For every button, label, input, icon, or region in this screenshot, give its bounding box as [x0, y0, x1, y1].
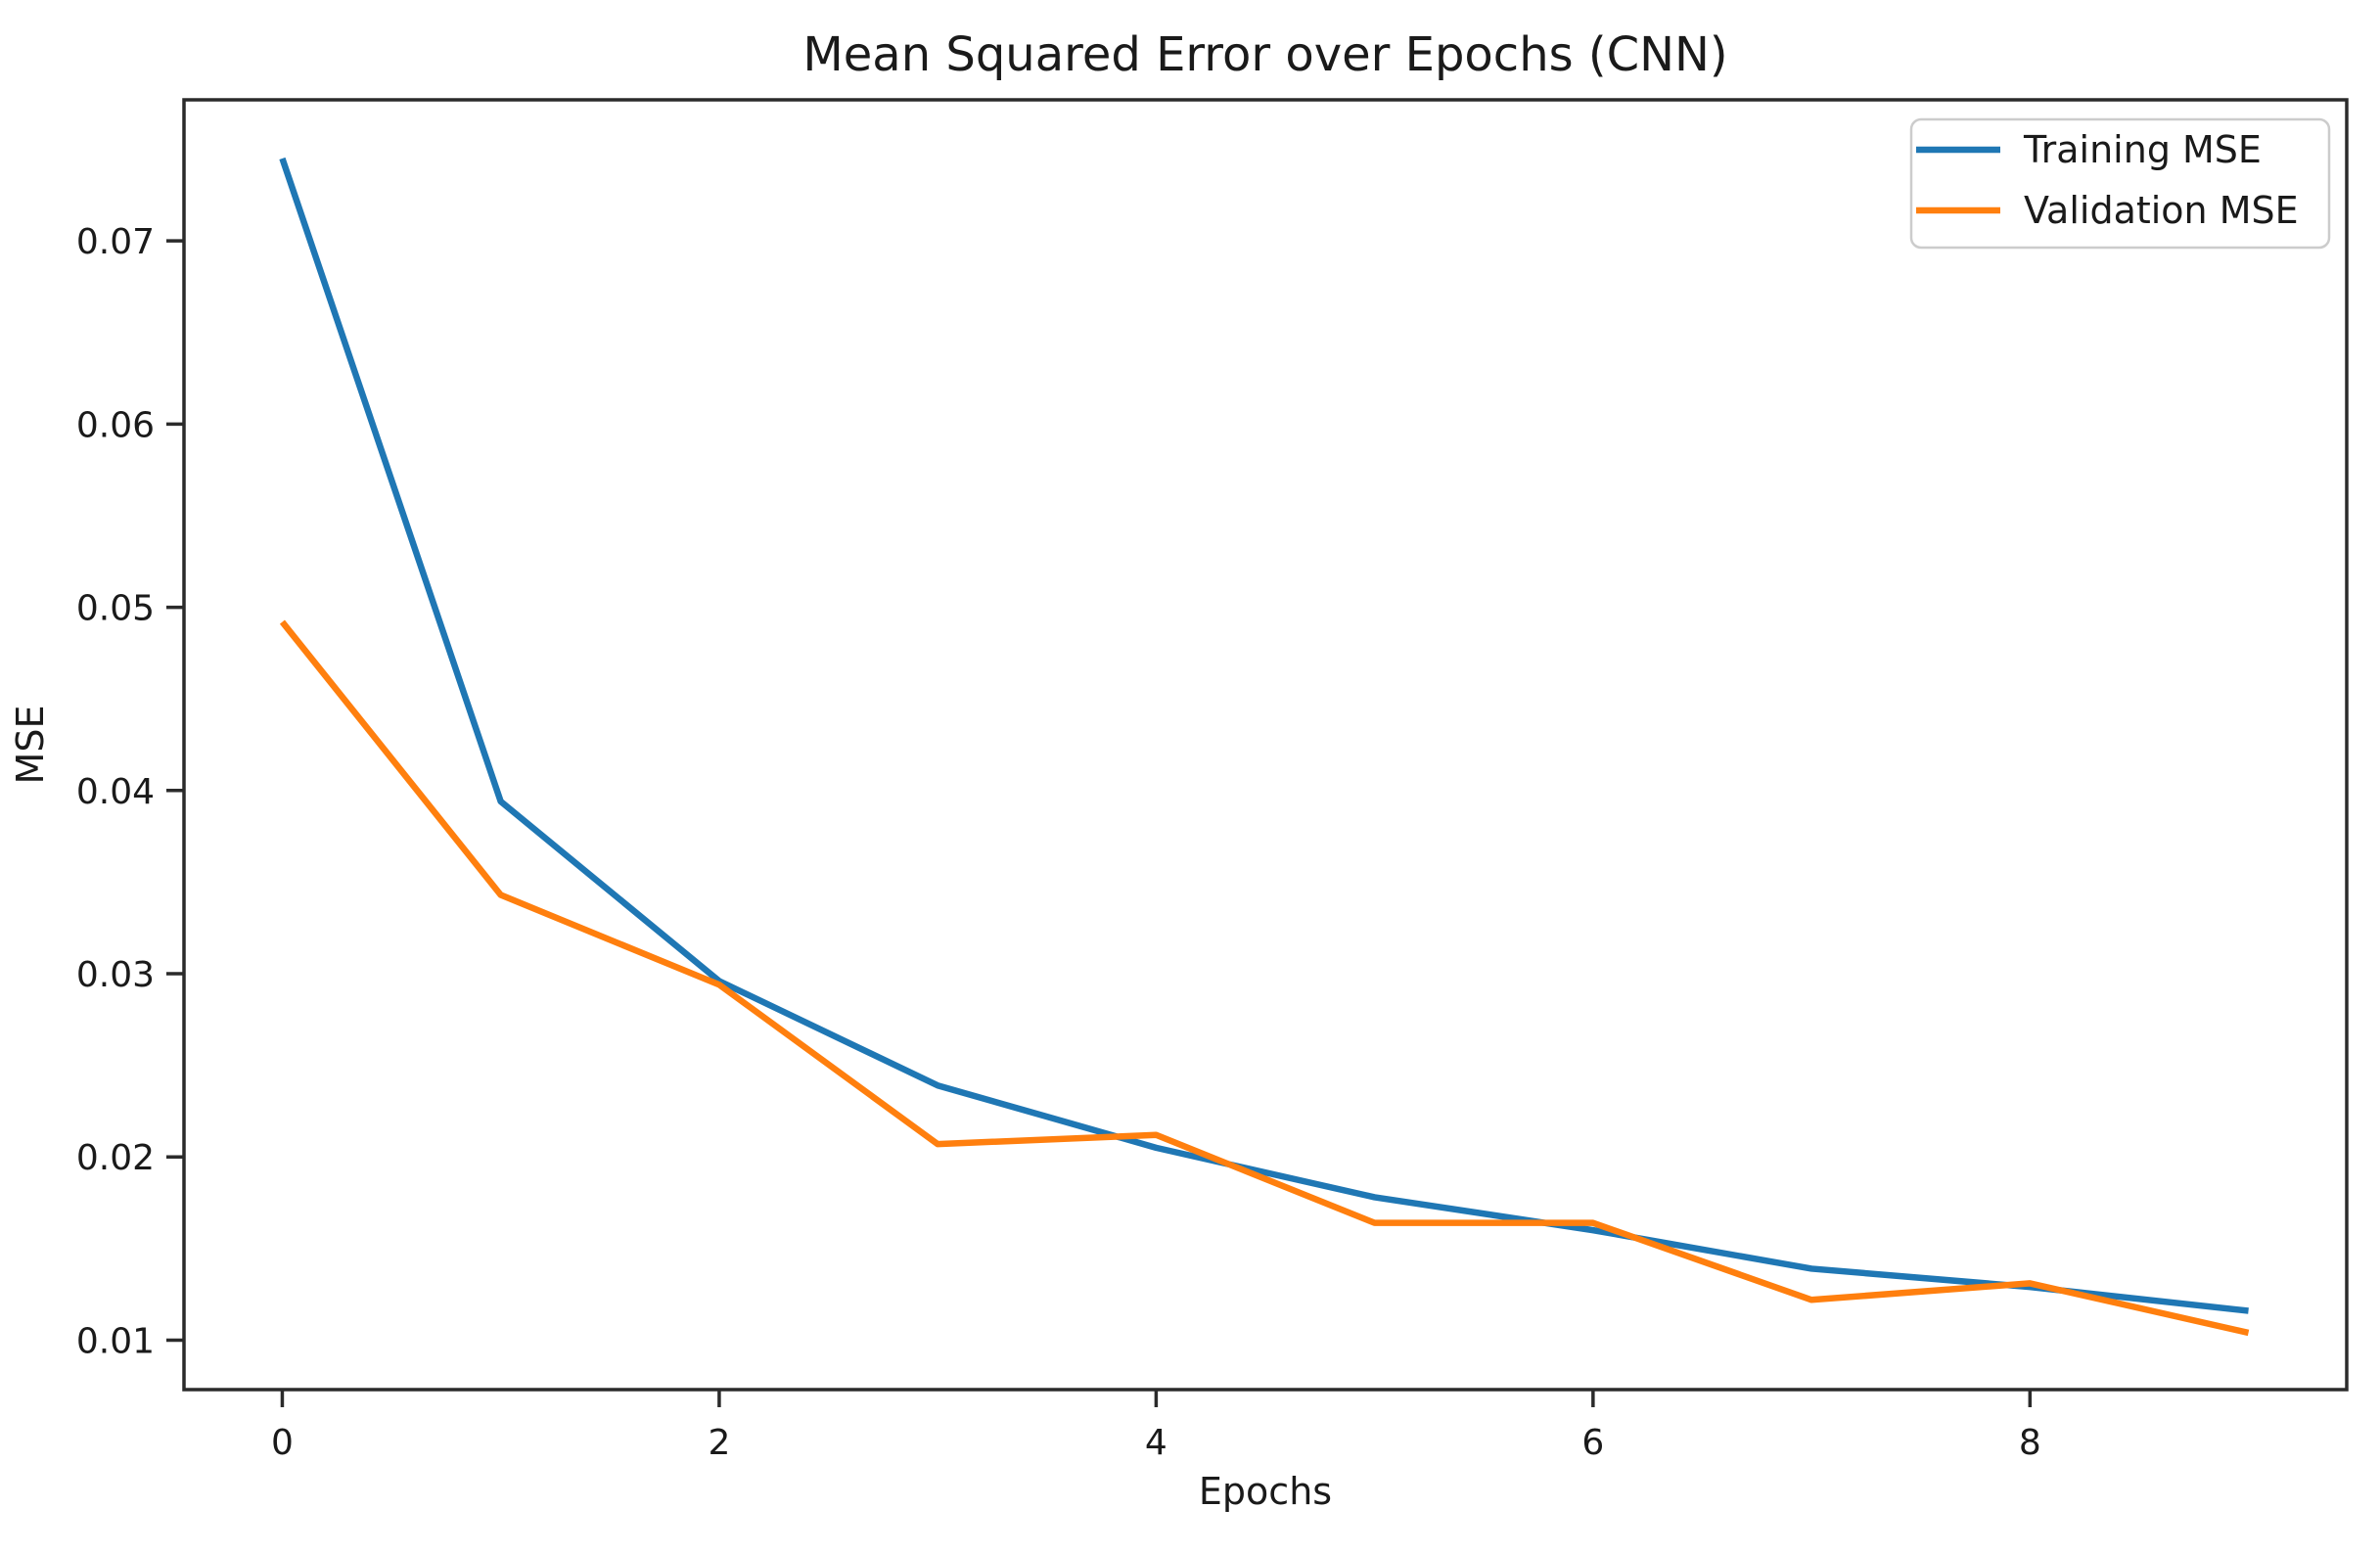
- training-mse-line: [279, 157, 2249, 1314]
- x-axis-ticks: 0 2 4 6 8: [271, 1390, 2041, 1463]
- legend: Training MSE Validation MSE: [1909, 117, 2331, 250]
- x-axis-label: Epochs: [1199, 1470, 1332, 1513]
- y-tick-label: 0.03: [76, 955, 155, 995]
- y-axis-ticks: 0.01 0.02 0.03 0.04 0.05 0.06 0.07: [76, 222, 184, 1361]
- x-tick-label: 6: [1581, 1423, 1604, 1463]
- legend-label-training-mse: Training MSE: [2023, 128, 2262, 171]
- plot-area-border: [182, 98, 2349, 1392]
- x-tick-label: 8: [2019, 1423, 2041, 1463]
- y-tick-label: 0.01: [76, 1321, 155, 1361]
- series-lines: [279, 157, 2250, 1337]
- validation-mse-line: [279, 619, 2250, 1337]
- y-tick-label: 0.04: [76, 772, 155, 812]
- legend-label-validation-mse: Validation MSE: [2024, 189, 2299, 232]
- x-tick-label: 0: [271, 1423, 294, 1463]
- y-tick-label: 0.06: [76, 405, 155, 445]
- x-tick-label: 2: [708, 1423, 730, 1463]
- legend-box: [1909, 117, 2331, 250]
- y-tick-label: 0.05: [76, 589, 155, 629]
- chart-title: Mean Squared Error over Epochs (CNN): [802, 27, 1727, 82]
- y-tick-label: 0.07: [76, 222, 155, 262]
- y-axis-label: MSE: [9, 706, 52, 785]
- y-tick-label: 0.02: [76, 1138, 155, 1178]
- x-tick-label: 4: [1145, 1423, 1167, 1463]
